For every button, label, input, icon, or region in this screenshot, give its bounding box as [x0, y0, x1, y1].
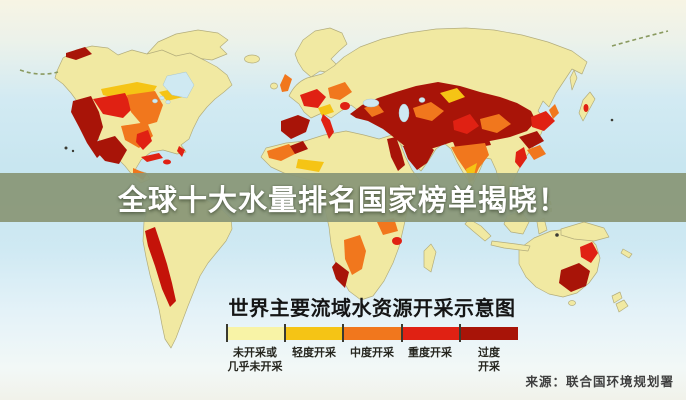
legend-tick — [284, 324, 286, 342]
legend-label-unexploited: 未开采或 几乎未开采 — [227, 346, 283, 374]
map-legend: 未开采或 几乎未开采 轻度开采 中度开采 重度开采 过度开采 — [226, 324, 519, 378]
legend-label-over: 过度开采 — [478, 346, 500, 374]
legend-label-light: 轻度开采 — [292, 346, 336, 359]
legend-tick — [459, 324, 461, 342]
legend-labels: 未开采或 几乎未开采 轻度开采 中度开采 重度开采 过度开采 — [226, 346, 518, 378]
legend-label-moderate: 中度开采 — [350, 346, 394, 359]
legend-swatch-heavy — [401, 327, 460, 340]
headline-text: 全球十大水量排名国家榜单揭晓！ — [117, 182, 568, 217]
headline-banner: 全球十大水量排名国家榜单揭晓！ — [0, 173, 686, 222]
legend-tick — [226, 324, 228, 342]
inland-water — [152, 71, 426, 123]
small-islands — [64, 118, 614, 237]
legend-tick — [401, 324, 403, 342]
legend-swatch-over — [459, 327, 519, 340]
legend-swatch-light — [284, 327, 343, 340]
legend-color-bar — [226, 324, 519, 342]
legend-swatch-moderate — [342, 327, 402, 340]
source-credit: 来源：联合国环境规划署 — [525, 374, 674, 389]
legend-label-heavy: 重度开采 — [408, 346, 452, 359]
exploitation-patches — [66, 47, 598, 307]
island-ireland — [270, 82, 278, 90]
legend-swatch-unexploited — [226, 327, 285, 340]
island-madagascar — [423, 243, 437, 273]
region-scandinavia — [294, 27, 348, 78]
legend-tick — [342, 324, 344, 342]
map-title: 世界主要流域水资源开采示意图 — [228, 296, 516, 320]
